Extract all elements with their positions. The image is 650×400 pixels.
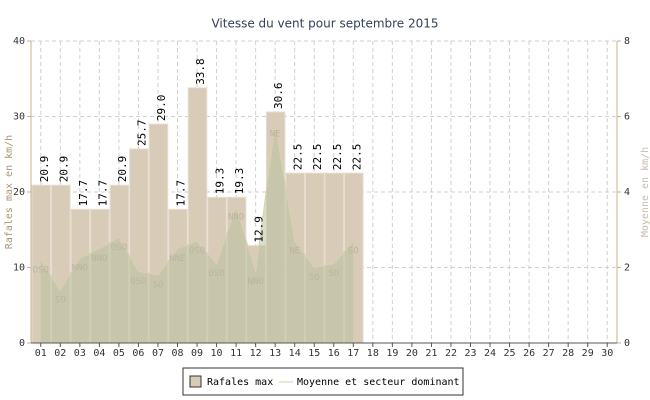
x-tick-label: 05 <box>113 348 125 359</box>
x-tick-label: 04 <box>93 348 105 359</box>
x-tick-label: 30 <box>601 348 613 359</box>
x-tick-label: 02 <box>54 348 66 359</box>
x-tick-label: 24 <box>484 348 496 359</box>
x-tick-label: 14 <box>289 348 301 359</box>
value-label: 22.5 <box>311 144 324 171</box>
x-tick-label: 11 <box>230 348 242 359</box>
value-label: 33.8 <box>194 58 207 85</box>
direction-label: NNO <box>228 213 244 223</box>
direction-label: OSO <box>208 269 224 279</box>
y-tick-label: 30 <box>13 112 25 123</box>
direction-label: NNO <box>91 254 107 264</box>
y-tick-label: 10 <box>13 263 25 274</box>
value-label: 17.7 <box>77 180 90 207</box>
y-tick-label: 40 <box>13 36 25 47</box>
y2-tick-label: 0 <box>624 338 630 349</box>
legend-swatch <box>189 375 202 388</box>
y-tick-label: 20 <box>13 187 25 198</box>
value-label: 17.7 <box>175 180 188 207</box>
x-tick-label: 07 <box>152 348 164 359</box>
x-tick-label: 01 <box>35 348 47 359</box>
x-tick-label: 26 <box>523 348 535 359</box>
x-tick-label: 03 <box>74 348 86 359</box>
y2-tick-label: 2 <box>624 263 630 274</box>
x-tick-label: 27 <box>543 348 555 359</box>
x-tick-label: 22 <box>445 348 457 359</box>
x-tick-label: 29 <box>582 348 594 359</box>
value-label: 22.5 <box>350 144 363 171</box>
direction-label: NE <box>270 130 281 140</box>
value-label: 20.9 <box>38 156 51 183</box>
value-label: 20.9 <box>116 156 129 182</box>
direction-label: NNE <box>169 254 185 264</box>
legend-label: Rafales max <box>207 377 273 388</box>
x-tick-label: 16 <box>328 348 340 359</box>
direction-label: NNO <box>248 277 264 287</box>
x-tick-label: 12 <box>250 348 262 359</box>
x-tick-label: 23 <box>464 348 476 359</box>
value-label: 29.0 <box>155 95 168 122</box>
x-tick-label: 13 <box>269 348 281 359</box>
chart-title: Vitesse du vent pour septembre 2015 <box>211 17 438 31</box>
direction-label: SO <box>309 273 320 283</box>
legend-box <box>182 367 464 396</box>
y-tick-label: 0 <box>19 338 25 349</box>
value-label: 17.7 <box>96 180 109 207</box>
y2-tick-label: 4 <box>624 187 630 198</box>
direction-label: SO <box>328 269 339 279</box>
y2-tick-label: 6 <box>624 112 630 123</box>
value-label: 19.3 <box>214 168 227 195</box>
value-label: 22.5 <box>292 144 305 171</box>
x-tick-label: 09 <box>191 348 203 359</box>
y2-tick-label: 8 <box>624 36 630 47</box>
x-tick-label: 08 <box>171 348 183 359</box>
x-tick-label: 21 <box>425 348 437 359</box>
x-tick-label: 06 <box>132 348 144 359</box>
direction-label: SO <box>348 247 359 257</box>
x-tick-label: 19 <box>386 348 398 359</box>
direction-label: OSO <box>111 243 127 253</box>
direction-label: SO <box>153 281 164 291</box>
x-tick-label: 25 <box>504 348 516 359</box>
area <box>40 124 354 343</box>
direction-label: NE <box>289 247 300 257</box>
direction-label: OSO <box>130 277 146 287</box>
direction-label: OSO <box>33 265 49 275</box>
value-label: 19.3 <box>233 168 246 195</box>
value-label: 22.5 <box>331 144 344 171</box>
x-tick-label: 20 <box>406 348 418 359</box>
direction-label: OSO <box>189 247 205 257</box>
y-axis-label: Rafales max en km/h <box>4 135 15 249</box>
legend-label: Moyenne et secteur dominant <box>297 377 460 388</box>
direction-label: NNO <box>72 264 88 274</box>
x-tick-label: 18 <box>367 348 379 359</box>
value-label: 25.7 <box>135 119 148 146</box>
x-tick-label: 10 <box>211 348 223 359</box>
value-label: 20.9 <box>57 156 70 183</box>
line <box>40 123 354 292</box>
direction-label: SO <box>55 296 66 306</box>
x-tick-label: 15 <box>308 348 320 359</box>
value-label: 12.9 <box>253 216 266 243</box>
value-label: 30.6 <box>272 82 285 109</box>
x-tick-label: 28 <box>562 348 574 359</box>
y2-axis-label: Moyenne en km/h <box>640 147 650 237</box>
x-tick-label: 17 <box>347 348 359 359</box>
